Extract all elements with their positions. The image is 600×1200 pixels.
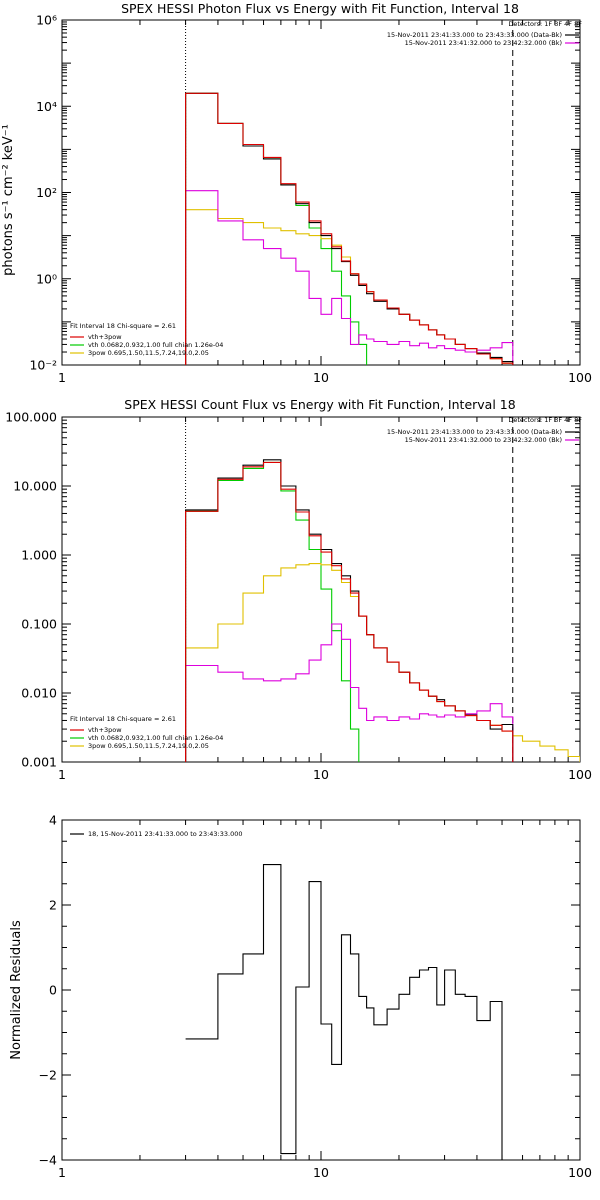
y-tick-label: 1.000: [21, 548, 57, 563]
legend-entry-label: vth 0.0682,0.932,1.00 full chian 1.26e-0…: [88, 341, 223, 349]
y-tick-label: 2: [49, 898, 57, 913]
x-tick-label: 10: [313, 1165, 329, 1180]
y-tick-label: 10⁰: [36, 271, 57, 286]
photon-flux-title: SPEX HESSI Photon Flux vs Energy with Fi…: [121, 1, 519, 16]
y-tick-label: 10⁻²: [29, 358, 57, 373]
legend-entry-label: 18, 15-Nov-2011 23:41:33.000 to 23:43:33…: [88, 830, 242, 838]
residuals-y-axis-label: Normalized Residuals: [9, 920, 24, 1060]
series-total-model-step: [185, 92, 514, 365]
photon-flux-y-axis-label: photons s⁻¹ cm⁻² keV⁻¹: [1, 124, 16, 276]
series-total-model-step: [185, 461, 514, 762]
x-tick-label: 10: [313, 370, 329, 385]
y-tick-label: 4: [49, 813, 57, 828]
count-flux-title: SPEX HESSI Count Flux vs Energy with Fit…: [124, 397, 515, 412]
legend-entry-label: 15-Nov-2011 23:41:32.000 to 23:42:32.000…: [405, 436, 562, 444]
y-tick-label: −2: [39, 1068, 57, 1083]
y-tick-label: −4: [39, 1153, 57, 1168]
count-flux-fit-header: Fit Interval 18 Chi-square = 2.61: [70, 715, 176, 723]
x-tick-label: 10: [313, 767, 329, 782]
legend-entry-label: 3pow 0.695,1.50,11.5,7.24,19.0,2.05: [88, 742, 209, 750]
legend-entry-label: 3pow 0.695,1.50,11.5,7.24,19.0,2.05: [88, 349, 209, 357]
legend-entry-label: vth 0.0682,0.932,1.00 full chian 1.26e-0…: [88, 734, 223, 742]
x-tick-label: 1: [58, 767, 66, 782]
legend-entry-label: vth+3pow: [88, 726, 122, 734]
y-tick-label: 0.001: [21, 755, 57, 770]
legend-entry-label: 15-Nov-2011 23:41:32.000 to 23:42:32.000…: [405, 39, 562, 47]
x-tick-label: 1: [58, 1165, 66, 1180]
y-tick-label: 0.010: [21, 686, 57, 701]
y-tick-label: 0: [49, 983, 57, 998]
x-tick-label: 100: [568, 1165, 592, 1180]
y-tick-label: 0.100: [21, 617, 57, 632]
series-background-step: [185, 190, 514, 365]
y-tick-label: 10²: [36, 185, 57, 200]
series-background-step: [185, 623, 514, 762]
y-tick-label: 10.000: [13, 479, 57, 494]
photon-flux-detector-header: Detectors: 1F 3F 4F 8F: [508, 20, 582, 28]
y-tick-label: 10⁶: [36, 13, 57, 28]
residuals-panel: 1 10 100 −4 −2 0 2 4 18, 15-Nov-2011 23:41:33.00…: [9, 813, 592, 1181]
photon-flux-panel: SPEX HESSI Photon Flux vs Energy with Fi…: [1, 1, 592, 385]
count-flux-detector-header: Detectors: 1F 3F 4F 8F: [508, 416, 582, 424]
x-tick-label: 100: [568, 767, 592, 782]
photon-flux-fit-header: Fit Interval 18 Chi-square = 2.61: [70, 322, 176, 330]
legend-entry-label: 15-Nov-2011 23:41:33.000 to 23:43:33.000…: [387, 31, 562, 39]
x-tick-label: 1: [58, 370, 66, 385]
count-flux-panel: SPEX HESSI Count Flux vs Energy with Fit…: [5, 397, 592, 782]
y-tick-label: 100.000: [5, 410, 57, 425]
y-tick-label: 10⁴: [36, 99, 57, 114]
x-tick-label: 100: [568, 370, 592, 385]
series-residuals-step: [185, 864, 514, 1160]
legend-entry-label: vth+3pow: [88, 333, 122, 341]
legend-entry-label: 15-Nov-2011 23:41:33.000 to 23:43:33.000…: [387, 428, 562, 436]
